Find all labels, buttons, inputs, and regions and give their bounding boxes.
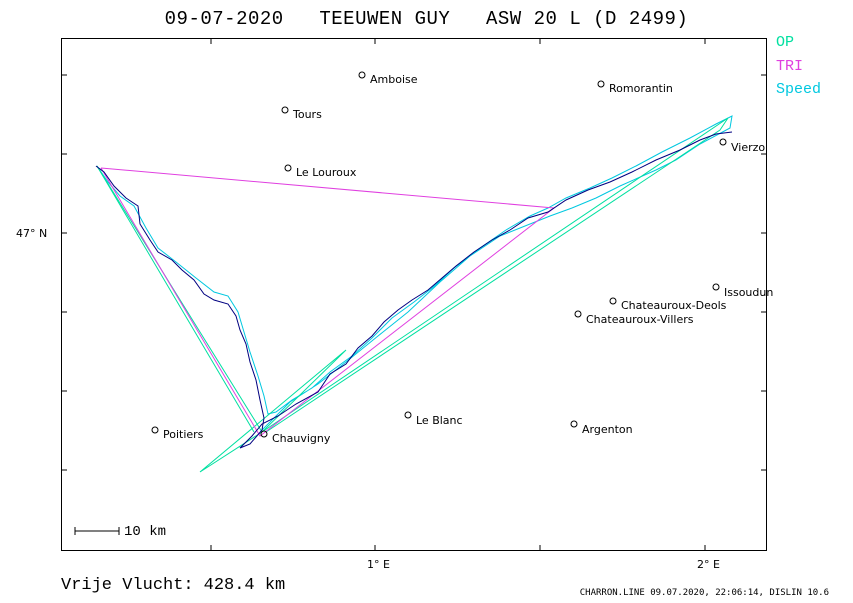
legend-tri: TRI bbox=[776, 58, 804, 75]
place-label-issoudun: Issoudun bbox=[724, 286, 773, 299]
place-label-le-blanc: Le Blanc bbox=[416, 414, 463, 427]
place-label-chateauroux-deols: Chateauroux-Deols bbox=[621, 299, 727, 312]
place-label-tours: Tours bbox=[292, 108, 322, 121]
scale-label: 10 km bbox=[124, 524, 167, 540]
place-label-amboise: Amboise bbox=[370, 73, 418, 86]
lon-label-1: 1° E bbox=[367, 558, 390, 571]
place-label-poitiers: Poitiers bbox=[163, 428, 204, 441]
legend-speed: Speed bbox=[776, 81, 822, 98]
place-label-vierzon: Vierzo bbox=[731, 141, 765, 154]
place-label-argenton: Argenton bbox=[582, 423, 633, 436]
distance-label: Vrije Vlucht: bbox=[61, 576, 194, 595]
lat-label: 47° N bbox=[16, 227, 47, 240]
tri-lines bbox=[100, 167, 556, 437]
place-label-chateauroux-villers: Chateauroux-Villers bbox=[586, 313, 694, 326]
speed-track bbox=[96, 115, 733, 431]
chart-title: 09-07-2020 TEEUWEN GUY ASW 20 L (D 2499) bbox=[164, 8, 689, 30]
place-label-romorantin: Romorantin bbox=[609, 82, 673, 95]
lon-label-2: 2° E bbox=[697, 558, 720, 571]
footer-info: CHARRON.LINE 09.07.2020, 22:06:14, DISLI… bbox=[579, 588, 829, 598]
flight-track bbox=[95, 131, 733, 449]
place-markers bbox=[151, 71, 727, 438]
axis-ticks bbox=[61, 38, 767, 551]
map-frame bbox=[61, 38, 767, 551]
distance-readout: Vrije Vlucht: 428.4 km bbox=[61, 576, 285, 595]
legend-op: OP bbox=[776, 34, 795, 51]
distance-value: 428.4 km bbox=[203, 576, 286, 595]
place-label-le-louroux: Le Louroux bbox=[296, 166, 357, 179]
place-label-chauvigny: Chauvigny bbox=[272, 432, 331, 445]
scale-bar bbox=[74, 527, 120, 535]
op-lines bbox=[96, 117, 729, 473]
